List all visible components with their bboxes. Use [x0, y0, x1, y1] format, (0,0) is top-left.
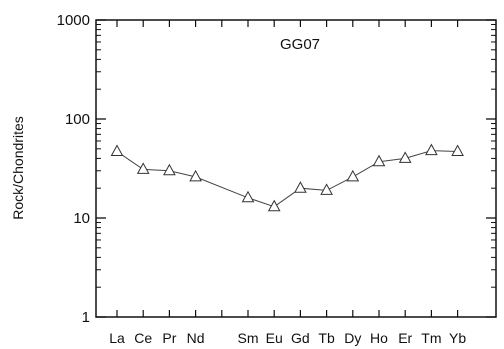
x-axis-ticks: La Ce Pr Nd Sm Eu Gd Tb Dy Ho Er Tm Yb: [109, 20, 466, 346]
data-point-dy: [346, 169, 360, 182]
data-point-sm: [241, 190, 255, 203]
x-tick-label-ho: Ho: [370, 330, 388, 346]
series-layer: [110, 143, 464, 212]
x-tick-label-gd: Gd: [291, 330, 310, 346]
data-point-tb: [320, 183, 333, 195]
data-point-tm: [425, 143, 438, 156]
data-point-nd: [189, 169, 202, 182]
chart-title: GG07: [280, 36, 320, 53]
x-tick-label-pr: Pr: [162, 330, 176, 346]
x-tick-label-nd: Nd: [187, 330, 205, 346]
plot-frame: [95, 19, 497, 318]
data-point-ce: [136, 162, 150, 174]
x-tick-label-sm: Sm: [238, 330, 259, 346]
x-tick-label-eu: Eu: [266, 330, 283, 346]
y-axis-label: Rock/Chondrites: [10, 116, 26, 220]
x-tick-label-ce: Ce: [134, 330, 152, 346]
data-point-er: [398, 151, 412, 163]
data-point-la: [110, 144, 124, 156]
y-tick-label: 1: [82, 309, 90, 326]
x-tick-label-la: La: [109, 330, 125, 346]
y-axis-ticks: 1 10 100 1000: [57, 12, 496, 326]
x-tick-label-er: Er: [398, 330, 412, 346]
data-point-gd: [294, 181, 307, 193]
data-point-yb: [451, 144, 464, 156]
data-point-eu: [267, 199, 281, 212]
y-tick-label: 10: [73, 210, 90, 227]
x-tick-label-yb: Yb: [449, 330, 466, 346]
y-tick-label: 100: [65, 111, 90, 128]
x-tick-label-tb: Tb: [318, 330, 335, 346]
data-point-ho: [372, 154, 386, 167]
x-tick-label-tm: Tm: [421, 330, 441, 346]
y-tick-label: 1000: [57, 12, 90, 29]
x-tick-label-dy: Dy: [344, 330, 361, 346]
data-point-pr: [163, 163, 176, 176]
